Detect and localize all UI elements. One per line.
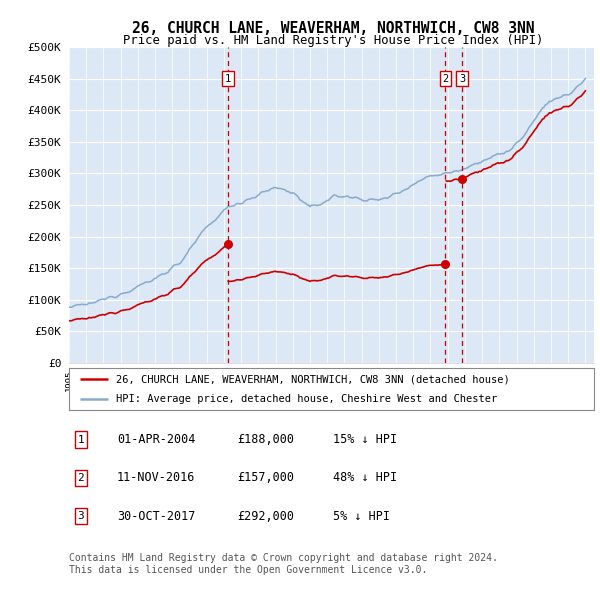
Text: Price paid vs. HM Land Registry's House Price Index (HPI): Price paid vs. HM Land Registry's House … (123, 34, 543, 47)
Text: £292,000: £292,000 (237, 510, 294, 523)
Text: 11-NOV-2016: 11-NOV-2016 (117, 471, 196, 484)
Text: 26, CHURCH LANE, WEAVERHAM, NORTHWICH, CW8 3NN (detached house): 26, CHURCH LANE, WEAVERHAM, NORTHWICH, C… (116, 374, 510, 384)
Text: HPI: Average price, detached house, Cheshire West and Chester: HPI: Average price, detached house, Ches… (116, 394, 497, 404)
Text: £188,000: £188,000 (237, 433, 294, 446)
Text: 1: 1 (225, 74, 232, 84)
Text: 26, CHURCH LANE, WEAVERHAM, NORTHWICH, CW8 3NN: 26, CHURCH LANE, WEAVERHAM, NORTHWICH, C… (132, 21, 534, 35)
Text: 5% ↓ HPI: 5% ↓ HPI (333, 510, 390, 523)
Text: 30-OCT-2017: 30-OCT-2017 (117, 510, 196, 523)
Text: 2: 2 (77, 473, 85, 483)
Text: 3: 3 (459, 74, 465, 84)
Text: 01-APR-2004: 01-APR-2004 (117, 433, 196, 446)
Text: 15% ↓ HPI: 15% ↓ HPI (333, 433, 397, 446)
Text: 48% ↓ HPI: 48% ↓ HPI (333, 471, 397, 484)
Text: Contains HM Land Registry data © Crown copyright and database right 2024.
This d: Contains HM Land Registry data © Crown c… (69, 553, 498, 575)
Text: 1: 1 (77, 435, 85, 444)
Text: 3: 3 (77, 512, 85, 521)
Text: £157,000: £157,000 (237, 471, 294, 484)
Text: 2: 2 (442, 74, 449, 84)
